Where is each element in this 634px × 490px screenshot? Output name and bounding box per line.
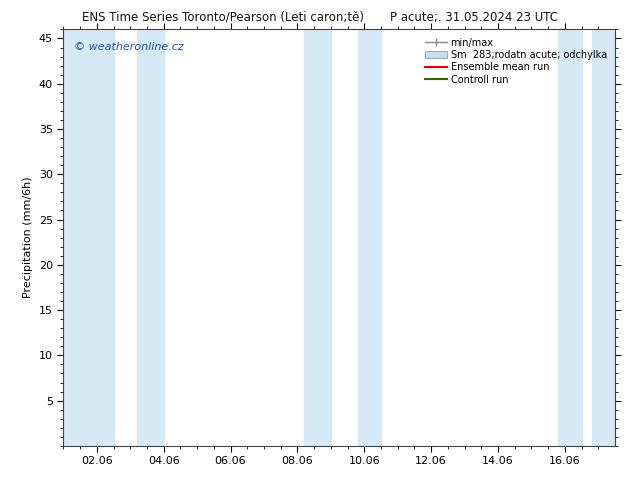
Bar <box>63 29 113 446</box>
Bar <box>358 29 381 446</box>
Bar <box>592 29 615 446</box>
Bar <box>137 29 164 446</box>
Legend: min/max, Sm  283;rodatn acute; odchylka, Ensemble mean run, Controll run: min/max, Sm 283;rodatn acute; odchylka, … <box>422 35 609 88</box>
Text: ENS Time Series Toronto/Pearson (Leti caron;tě): ENS Time Series Toronto/Pearson (Leti ca… <box>82 11 365 24</box>
Y-axis label: Precipitation (mm/6h): Precipitation (mm/6h) <box>23 177 34 298</box>
Bar <box>558 29 581 446</box>
Text: © weatheronline.cz: © weatheronline.cz <box>74 42 184 52</box>
Bar <box>304 29 331 446</box>
Text: P acute;. 31.05.2024 23 UTC: P acute;. 31.05.2024 23 UTC <box>390 11 558 24</box>
